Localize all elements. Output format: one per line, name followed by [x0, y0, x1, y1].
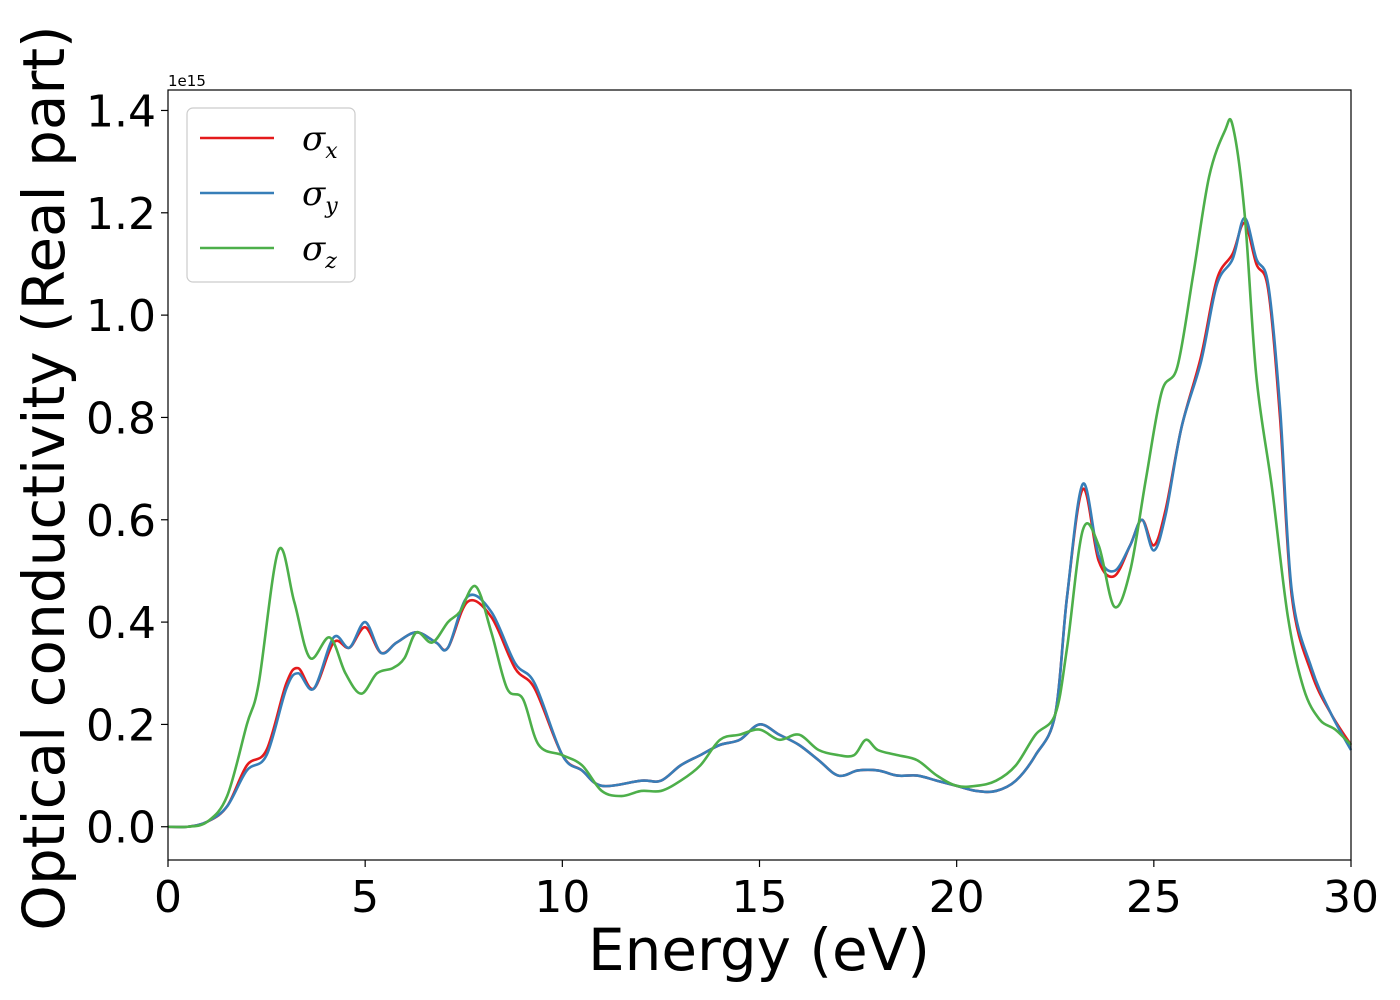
x-axis: 0 5 10 15 20 25 30 — [154, 860, 1379, 923]
x-axis-title: Energy (eV) — [588, 916, 930, 984]
x-tick-label: 20 — [929, 872, 985, 923]
y-offset-text: 1e15 — [168, 72, 206, 90]
x-tick-label: 30 — [1323, 872, 1379, 923]
plot-lines — [167, 117, 1353, 829]
y-tick-label: 0.6 — [86, 496, 156, 547]
series-line-y — [167, 216, 1353, 829]
legend: σx σy σz — [186, 107, 356, 283]
y-tick-label: 0.4 — [86, 598, 156, 649]
y-tick-label: 1.2 — [86, 189, 156, 240]
y-axis-title: Optical conductivity (Real part) — [10, 25, 78, 930]
legend-label-z: σz — [302, 229, 337, 274]
x-tick-label: 10 — [534, 872, 590, 923]
x-tick-label: 25 — [1126, 872, 1182, 923]
legend-label-x: σx — [302, 119, 338, 164]
y-axis: 0.0 0.2 0.4 0.6 0.8 1.0 1.2 1.4 — [86, 86, 168, 854]
y-tick-label: 1.4 — [86, 86, 156, 137]
x-tick-label: 15 — [732, 872, 788, 923]
x-tick-label: 5 — [351, 872, 379, 923]
y-tick-label: 0.0 — [86, 803, 156, 854]
y-tick-label: 1.0 — [86, 291, 156, 342]
series-line-z — [167, 117, 1352, 829]
y-tick-label: 0.8 — [86, 393, 156, 444]
legend-box — [186, 107, 356, 283]
x-tick-label: 0 — [154, 872, 182, 923]
legend-label-y: σy — [302, 174, 338, 219]
y-tick-label: 0.2 — [86, 700, 156, 751]
